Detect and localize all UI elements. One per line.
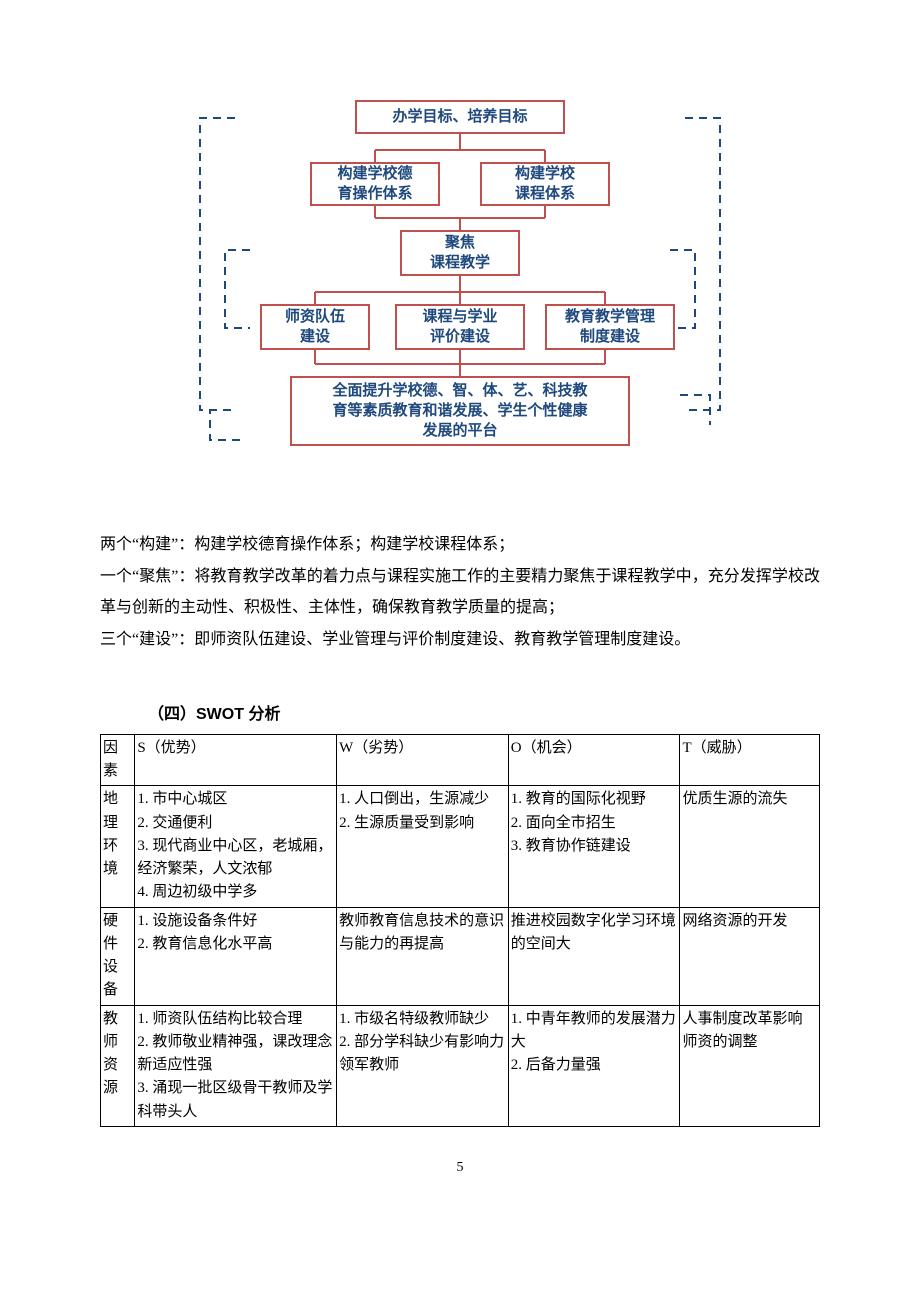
table-cell: 网络资源的开发 — [680, 907, 820, 1005]
diagram-box-b2: 课程与学业评价建设 — [395, 304, 525, 350]
diagram-box-text: 构建学校德育操作体系 — [337, 164, 412, 205]
table-cell-factor: 教师资源 — [101, 1005, 135, 1126]
table-cell: 1. 设施设备条件好2. 教育信息化水平高 — [135, 907, 337, 1005]
table-header: S（优势） — [135, 734, 337, 786]
body-paragraphs: 两个“构建”：构建学校德育操作体系；构建学校课程体系； 一个“聚焦”：将教育教学… — [100, 530, 820, 656]
table-cell-factor: 硬件设备 — [101, 907, 135, 1005]
table-cell-factor: 地理环境 — [101, 786, 135, 907]
diagram-box-text: 教育教学管理制度建设 — [565, 307, 655, 348]
table-cell: 1. 市中心城区2. 交通便利3. 现代商业中心区，老城厢，经济繁荣，人文浓郁4… — [135, 786, 337, 907]
table-row: 地理环境 1. 市中心城区2. 交通便利3. 现代商业中心区，老城厢，经济繁荣，… — [101, 786, 820, 907]
table-header-row: 因素 S（优势） W（劣势） O（机会） T（威胁） — [101, 734, 820, 786]
table-cell: 教师教育信息技术的意识与能力的再提高 — [337, 907, 509, 1005]
diagram-box-text: 办学目标、培养目标 — [392, 107, 527, 127]
table-row: 教师资源 1. 师资队伍结构比较合理2. 教师敬业精神强，课改理念新适应性强3.… — [101, 1005, 820, 1126]
diagram-box-left2: 构建学校德育操作体系 — [310, 162, 440, 206]
table-cell: 1. 师资队伍结构比较合理2. 教师敬业精神强，课改理念新适应性强3. 涌现一批… — [135, 1005, 337, 1126]
page-number: 5 — [100, 1155, 820, 1182]
diagram-box-text: 课程与学业评价建设 — [422, 307, 497, 348]
table-cell: 1. 中青年教师的发展潜力大2. 后备力量强 — [508, 1005, 680, 1126]
table-header: W（劣势） — [337, 734, 509, 786]
swot-table: 因素 S（优势） W（劣势） O（机会） T（威胁） 地理环境 1. 市中心城区… — [100, 734, 820, 1127]
paragraph: 三个“建设”：即师资队伍建设、学业管理与评价制度建设、教育教学管理制度建设。 — [100, 625, 820, 655]
org-diagram: 办学目标、培养目标 构建学校德育操作体系 构建学校课程体系 聚焦课程教学 师资队… — [180, 100, 740, 470]
paragraph: 两个“构建”：构建学校德育操作体系；构建学校课程体系； — [100, 530, 820, 560]
table-cell: 优质生源的流失 — [680, 786, 820, 907]
diagram-box-bottom: 全面提升学校德、智、体、艺、科技教育等素质教育和谐发展、学生个性健康发展的平台 — [290, 376, 630, 446]
diagram-box-top: 办学目标、培养目标 — [355, 100, 565, 134]
diagram-box-b1: 师资队伍建设 — [260, 304, 370, 350]
section-title: （四）SWOT 分析 — [148, 700, 820, 730]
table-cell: 人事制度改革影响师资的调整 — [680, 1005, 820, 1126]
paragraph: 一个“聚焦”：将教育教学改革的着力点与课程实施工作的主要精力聚焦于课程教学中，充… — [100, 562, 820, 623]
diagram-box-mid: 聚焦课程教学 — [400, 230, 520, 276]
diagram-box-text: 师资队伍建设 — [285, 307, 345, 348]
table-row: 硬件设备 1. 设施设备条件好2. 教育信息化水平高 教师教育信息技术的意识与能… — [101, 907, 820, 1005]
table-cell: 1. 人口倒出，生源减少2. 生源质量受到影响 — [337, 786, 509, 907]
table-header: T（威胁） — [680, 734, 820, 786]
diagram-box-text: 构建学校课程体系 — [515, 164, 575, 205]
diagram-box-right2: 构建学校课程体系 — [480, 162, 610, 206]
diagram-box-b3: 教育教学管理制度建设 — [545, 304, 675, 350]
diagram-box-text: 全面提升学校德、智、体、艺、科技教育等素质教育和谐发展、学生个性健康发展的平台 — [332, 381, 587, 442]
diagram-box-text: 聚焦课程教学 — [430, 233, 490, 274]
table-header: O（机会） — [508, 734, 680, 786]
table-cell: 推进校园数字化学习环境的空间大 — [508, 907, 680, 1005]
table-cell: 1. 市级名特级教师缺少2. 部分学科缺少有影响力领军教师 — [337, 1005, 509, 1126]
table-cell: 1. 教育的国际化视野2. 面向全市招生3. 教育协作链建设 — [508, 786, 680, 907]
table-header: 因素 — [101, 734, 135, 786]
